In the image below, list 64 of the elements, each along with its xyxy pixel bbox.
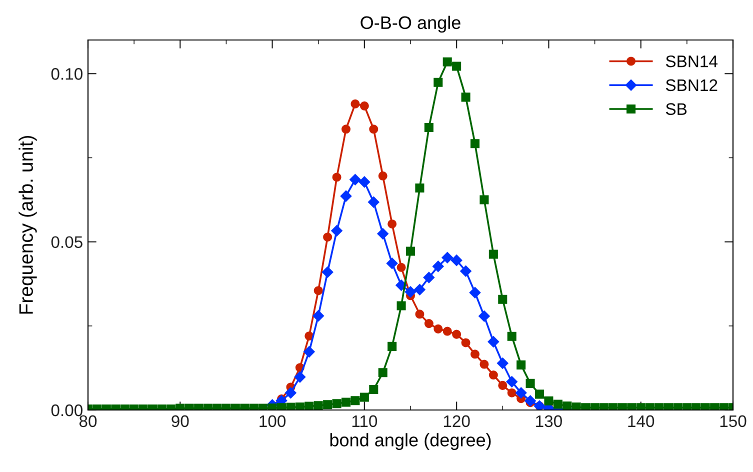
point (450, 254, 462, 266)
y-axis-title: Frequency (arb. unit) (18, 136, 37, 314)
point (524, 395, 536, 407)
point (506, 376, 518, 388)
point (368, 196, 380, 208)
point (497, 358, 508, 369)
point (414, 284, 426, 296)
point (386, 258, 398, 269)
point (488, 336, 500, 348)
point (340, 190, 352, 202)
x-axis-title: bond angle (degree) (330, 433, 491, 450)
point (358, 176, 370, 188)
point (442, 252, 453, 264)
point (377, 228, 388, 240)
point (350, 174, 361, 186)
x-tick-label: 80 (79, 415, 97, 428)
x-tick-label: 120 (444, 415, 470, 428)
point (378, 171, 388, 180)
legend-label: SB (666, 103, 687, 115)
point (369, 124, 378, 134)
point (434, 324, 443, 334)
point (424, 319, 434, 328)
point (294, 371, 306, 383)
chart-title: O-B-O angle (360, 16, 460, 33)
point (312, 310, 324, 322)
point (469, 287, 481, 298)
x-tick-label: 130 (536, 415, 562, 428)
point (285, 387, 296, 398)
point (360, 101, 369, 110)
y-tick-label: 0.00 (51, 404, 82, 416)
point (404, 286, 416, 298)
point (488, 370, 498, 380)
point (480, 360, 489, 369)
point (350, 99, 360, 108)
point (498, 380, 508, 390)
point (461, 338, 470, 348)
point (415, 310, 424, 319)
point (432, 260, 444, 272)
point (423, 272, 435, 284)
x-tick-label: 110 (352, 415, 378, 428)
point (388, 219, 397, 229)
point (442, 326, 452, 336)
point (470, 350, 480, 359)
x-tick-label: 140 (628, 415, 654, 428)
point (331, 225, 342, 236)
point (332, 172, 342, 182)
point (460, 265, 472, 277)
point (322, 266, 334, 278)
point (396, 262, 406, 272)
point (341, 124, 351, 134)
point (507, 388, 516, 398)
legend-label: SBN14 (666, 55, 718, 68)
x-tick-label: 90 (172, 415, 189, 428)
legend-label: SBN12 (666, 79, 718, 92)
point (515, 387, 527, 398)
y-tick-label: 0.05 (51, 236, 82, 248)
point (323, 232, 332, 242)
y-tick-label: 0.10 (51, 68, 82, 80)
x-tick-label: 100 (260, 415, 286, 428)
x-tick-label: 150 (720, 415, 746, 428)
point (452, 330, 462, 339)
point (304, 346, 315, 358)
point (478, 310, 490, 322)
point (314, 286, 323, 296)
